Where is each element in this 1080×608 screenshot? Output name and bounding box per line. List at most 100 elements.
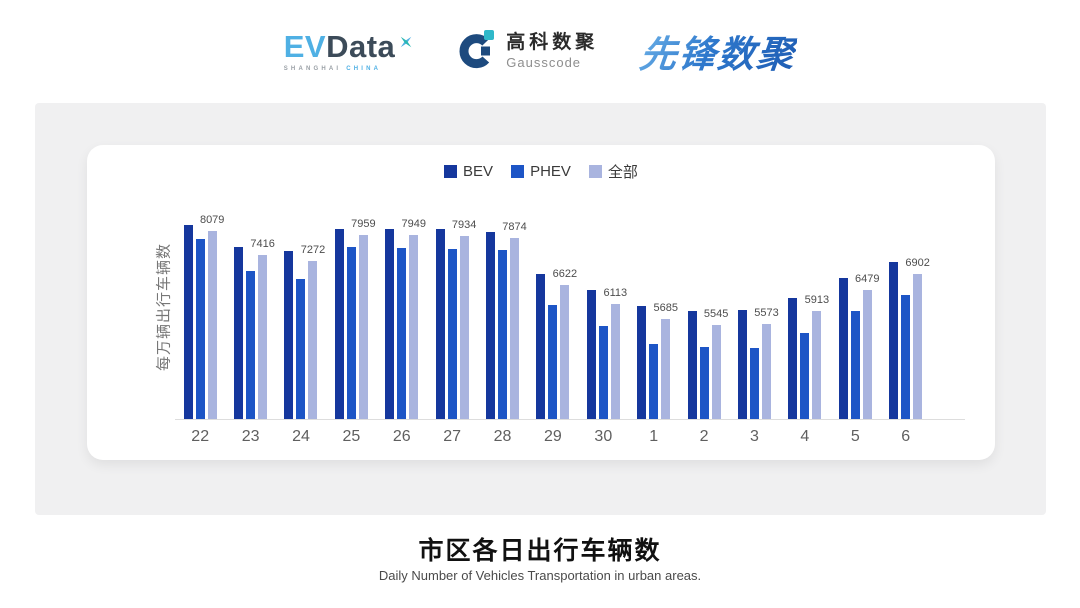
bar-bev-1[interactable]	[637, 306, 647, 419]
legend-swatch	[588, 165, 602, 178]
bar-bev-25[interactable]	[334, 229, 344, 419]
bar-phev-24[interactable]	[296, 279, 306, 419]
legend-swatch	[511, 165, 525, 178]
bar-bev-4[interactable]	[788, 298, 798, 419]
bar-group-3: 5573 3	[729, 215, 779, 445]
plot-area: 8079 22 7416 23 7272 24 7959 25 7949 26 7934 27 7874…	[175, 214, 931, 445]
bar-group-4: 5913 4	[780, 215, 830, 445]
bar-value-label: 8079	[199, 214, 225, 226]
bar-全部-28[interactable]	[510, 238, 520, 419]
x-tick-25: 25	[342, 428, 361, 445]
bar-bev-23[interactable]	[234, 247, 244, 419]
bar-bev-30[interactable]	[586, 290, 596, 419]
bar-value-label: 7416	[250, 238, 275, 250]
bar-phev-6[interactable]	[901, 295, 911, 419]
bar-value-label: 6113	[603, 287, 628, 299]
x-tick-26: 26	[392, 428, 411, 445]
bar-value-label: 7934	[451, 219, 477, 231]
bar-bev-24[interactable]	[284, 251, 294, 419]
bar-全部-6[interactable]	[913, 274, 923, 419]
x-tick-2: 2	[699, 428, 709, 445]
bar-value-label: 5573	[754, 307, 779, 319]
bar-全部-1[interactable]	[661, 319, 671, 419]
bar-bev-28[interactable]	[486, 232, 496, 419]
x-tick-27: 27	[443, 428, 462, 445]
chart-card: BEV PHEV 全部 每万辆出行车辆数 8079 22 7416 23 7272 24 795…	[87, 145, 995, 460]
bar-phev-22[interactable]	[195, 239, 205, 419]
bar-bev-3[interactable]	[737, 310, 747, 419]
bar-value-label: 7874	[502, 221, 527, 233]
bar-phev-25[interactable]	[346, 247, 356, 419]
x-tick-29: 29	[544, 428, 562, 445]
bar-phev-2[interactable]	[699, 347, 709, 419]
gausscode-g-icon	[457, 29, 497, 74]
bar-phev-1[interactable]	[649, 344, 659, 419]
bar-全部-24[interactable]	[308, 261, 318, 419]
bar-value-label: 7949	[401, 218, 426, 230]
chart-legend: BEV PHEV 全部	[87, 161, 995, 182]
legend-label: 全部	[607, 164, 638, 181]
x-tick-24: 24	[292, 428, 310, 445]
gausscode-text: 高科数聚 Gausscode	[506, 32, 598, 70]
bar-value-label: 6479	[855, 273, 880, 285]
gausscode-name-en: Gausscode	[506, 54, 582, 70]
x-tick-6: 6	[901, 428, 911, 445]
bar-全部-27[interactable]	[459, 236, 469, 419]
gausscode-name-cn: 高科数聚	[506, 31, 599, 53]
bar-bev-29[interactable]	[536, 274, 546, 419]
bar-bev-5[interactable]	[838, 278, 848, 419]
bar-全部-3[interactable]	[761, 324, 771, 419]
bar-value-label: 5913	[804, 294, 830, 306]
x-tick-23: 23	[241, 428, 260, 445]
bar-全部-22[interactable]	[207, 231, 217, 419]
bar-全部-2[interactable]	[711, 325, 721, 419]
bar-group-6: 6902 6	[880, 215, 930, 445]
bar-phev-27[interactable]	[447, 249, 457, 419]
pioneer-logo: 先锋数聚	[637, 24, 799, 78]
bar-全部-25[interactable]	[358, 235, 368, 419]
legend-item-全部[interactable]: 全部	[588, 161, 638, 182]
bar-全部-26[interactable]	[409, 235, 419, 419]
bar-phev-3[interactable]	[749, 348, 759, 419]
legend-label: PHEV	[530, 163, 571, 180]
bar-phev-4[interactable]	[800, 333, 810, 419]
bar-group-1: 5685 1	[629, 215, 679, 445]
legend-item-bev[interactable]: BEV	[444, 163, 493, 180]
bar-group-26: 7949 26	[377, 215, 427, 445]
bar-value-label: 6622	[552, 268, 578, 280]
bar-全部-23[interactable]	[258, 255, 268, 419]
bar-全部-4[interactable]	[812, 311, 822, 419]
bar-phev-23[interactable]	[246, 271, 256, 419]
legend-item-phev[interactable]: PHEV	[511, 163, 571, 180]
bar-bev-22[interactable]	[183, 225, 193, 419]
bar-phev-5[interactable]	[850, 311, 860, 419]
bar-value-label: 7959	[351, 218, 376, 230]
bar-phev-30[interactable]	[598, 326, 608, 419]
bar-bev-6[interactable]	[889, 262, 899, 419]
bar-group-2: 5545 2	[679, 215, 729, 445]
bar-group-29: 6622 29	[528, 215, 578, 445]
y-axis-label: 每万辆出行车辆数	[155, 242, 173, 372]
bar-全部-5[interactable]	[862, 290, 872, 419]
legend-swatch	[444, 165, 458, 178]
bar-group-23: 7416 23	[225, 215, 275, 445]
bar-bev-2[interactable]	[687, 311, 697, 419]
bar-bev-27[interactable]	[435, 229, 445, 419]
bar-全部-29[interactable]	[560, 285, 570, 419]
bar-value-label: 6902	[905, 257, 930, 269]
brand-header: EV Data SHANGHAI CHINA	[0, 20, 1080, 82]
bar-phev-28[interactable]	[498, 250, 508, 419]
bar-value-label: 7272	[300, 244, 326, 256]
evdata-data-text: Data	[326, 28, 396, 64]
bar-phev-29[interactable]	[548, 305, 558, 419]
bar-全部-30[interactable]	[610, 304, 620, 419]
bar-value-label: 5685	[653, 302, 678, 314]
bar-bev-26[interactable]	[385, 229, 395, 419]
evdata-logo: EV Data SHANGHAI CHINA	[284, 31, 416, 72]
bar-value-label: 5545	[703, 308, 729, 320]
bar-phev-26[interactable]	[397, 248, 407, 419]
legend-label: BEV	[463, 163, 494, 180]
chart-title: 市区各日出行车辆数	[418, 537, 662, 565]
x-tick-5: 5	[850, 428, 860, 445]
